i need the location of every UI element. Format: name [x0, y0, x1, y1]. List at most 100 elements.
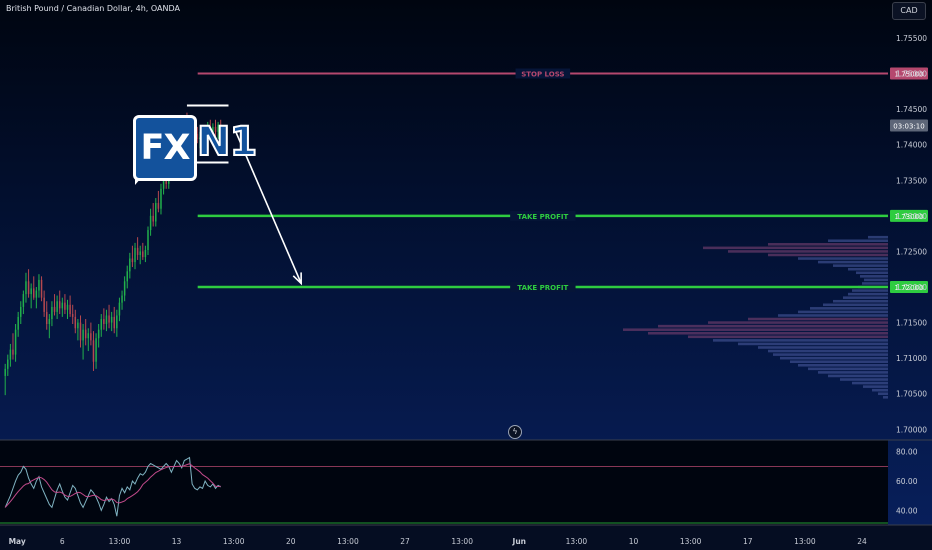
volume-profile-bar	[623, 328, 888, 331]
candle-body	[113, 316, 115, 329]
time-tick-label: 20	[286, 537, 296, 546]
level-price-tag	[890, 67, 928, 80]
rsi-tick-label: 80.00	[896, 448, 918, 457]
candle-body	[95, 338, 97, 362]
candle-body	[199, 137, 201, 139]
volume-profile-bar	[848, 292, 888, 296]
candle-body	[212, 126, 214, 134]
volume-profile-bar	[688, 335, 888, 339]
candle-body	[157, 203, 160, 209]
candle-body	[30, 288, 32, 295]
current-price-tag	[890, 119, 928, 132]
candle-body	[4, 368, 6, 376]
volume-profile-bar	[758, 346, 888, 349]
candle-body	[121, 295, 123, 303]
candle-body	[56, 301, 58, 312]
rsi-pane: 80.00 60.00 40.00	[0, 439, 932, 525]
level-label: STOP LOSS	[521, 71, 564, 79]
volume-profile-bar	[768, 253, 888, 257]
time-tick-label: 24	[857, 537, 867, 546]
candle-body	[38, 279, 40, 291]
volume-profile-bar	[808, 367, 888, 371]
price-tick-label: 1.73500	[896, 176, 927, 185]
volume-profile-bar	[798, 363, 888, 367]
volume-profile-bar	[828, 374, 888, 378]
volume-profile-bar	[778, 314, 888, 317]
candle-body	[201, 137, 204, 144]
currency-selector[interactable]: CAD	[892, 2, 926, 20]
level-price-tag-text: 1.75000	[895, 71, 924, 79]
candle-body	[123, 281, 126, 296]
level-label-bg	[515, 68, 571, 79]
price-tick-label: 1.75000	[896, 70, 927, 79]
candle-body	[90, 333, 92, 341]
candle-body	[129, 258, 131, 272]
candle-body	[17, 316, 19, 330]
volume-profile-bar	[864, 278, 888, 282]
candle-body	[219, 124, 222, 131]
volume-profile-bar	[878, 392, 888, 396]
candle-body	[53, 306, 56, 312]
candle-body	[22, 294, 25, 307]
level-price-tag-text: 1.73000	[895, 213, 924, 221]
candle-body	[84, 329, 87, 339]
volume-profile-bar	[833, 264, 888, 267]
candle-body	[51, 306, 53, 320]
time-tick-label: 13:00	[680, 537, 702, 546]
candle-body	[100, 319, 103, 330]
candle-body	[12, 349, 14, 355]
time-tick-label: 13:00	[223, 537, 245, 546]
level-price-tag-text: 1.72000	[895, 284, 924, 292]
candle-body	[27, 281, 30, 295]
level-label-bg	[510, 281, 576, 292]
candle-body	[209, 129, 212, 134]
volume-profile-bar	[780, 356, 888, 360]
candle-body	[152, 215, 154, 222]
candle-body	[43, 297, 45, 312]
volume-profile-bar	[862, 282, 888, 285]
candle-body	[87, 333, 90, 339]
time-tick-label: Jun	[512, 537, 526, 546]
candle-body	[155, 203, 157, 222]
volume-profile-bar	[648, 331, 888, 335]
candle-body	[61, 302, 64, 309]
candle-body	[196, 133, 199, 139]
candle-body	[7, 359, 9, 369]
candle-body	[20, 306, 22, 317]
projection-arrow	[232, 126, 302, 284]
candle-body	[92, 340, 95, 362]
candle-body	[14, 329, 17, 355]
level-label-bg	[510, 210, 576, 221]
price-tick-label: 1.74500	[896, 105, 927, 114]
candle-body	[139, 251, 141, 255]
price-tick-label: 1.75500	[896, 34, 927, 43]
volume-profile-bar	[773, 353, 888, 356]
candle-body	[206, 129, 209, 132]
logo-suffix: N1	[196, 118, 258, 166]
time-tick-label: 13:00	[109, 537, 131, 546]
volume-profile-bar	[818, 371, 888, 374]
candle-body	[9, 349, 12, 360]
level-price-tag	[890, 209, 928, 222]
volume-profile-bar	[852, 289, 888, 292]
candle-body	[108, 315, 110, 323]
volume-profile-bar	[798, 257, 888, 260]
volume-profile-bar	[768, 349, 888, 353]
volume-profile-bar	[860, 275, 888, 278]
candle-body	[105, 315, 108, 325]
lightning-icon[interactable]: ϟ	[508, 425, 522, 439]
time-tick-label: 13:00	[451, 537, 473, 546]
time-tick-label: 13:00	[794, 537, 816, 546]
candle-body	[214, 126, 217, 132]
candle-body	[103, 319, 105, 325]
volume-profile-bar	[810, 307, 888, 310]
price-tick-label: 1.71000	[896, 354, 927, 363]
candle-body	[74, 316, 77, 329]
candle-body	[131, 258, 134, 263]
candle-body	[25, 281, 27, 295]
volume-profile-bar	[868, 235, 888, 239]
volume-profile-bar	[703, 246, 888, 250]
candle-body	[134, 247, 136, 263]
time-tick-label: 13:00	[566, 537, 588, 546]
